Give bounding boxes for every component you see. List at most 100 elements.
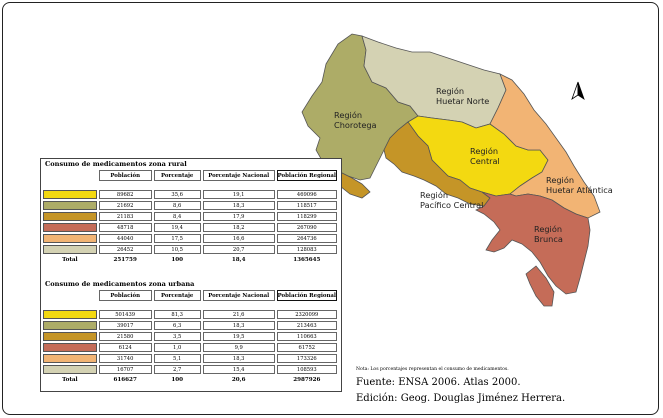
rural-col-porcentaje: Porcentaje: [153, 170, 201, 181]
rural-total-row: Total 251759 100 18,4 1365645: [43, 256, 337, 263]
rural-row: 21183 8,4 17,9 118299: [43, 212, 337, 221]
rural-cell-regional: 118299: [276, 212, 337, 221]
rural-cell-poblacion: 26452: [98, 245, 152, 254]
urban-cell-poblacion: 39017: [98, 321, 152, 330]
urban-row: 39017 6,3 18,3 213463: [43, 321, 337, 330]
rural-row: 89682 35,6 19,1 469096: [43, 190, 337, 199]
urban-cell-poblacion: 31740: [98, 354, 152, 363]
urban-swatch: [43, 343, 97, 352]
label-brunca: Región Brunca: [534, 224, 563, 244]
rural-cell-nacional: 19,1: [202, 190, 275, 199]
urban-row: 6124 1,0 9,9 61752: [43, 343, 337, 352]
urban-cell-regional: 2320099: [276, 310, 337, 319]
rural-swatch: [43, 245, 97, 254]
rural-cell-regional: 264736: [276, 234, 337, 243]
urban-total-nacional: 20,6: [202, 376, 275, 383]
urban-swatch: [43, 354, 97, 363]
rural-col-poblacion: Población: [98, 170, 152, 181]
urban-col-porcentaje: Porcentaje: [153, 290, 201, 301]
rural-cell-poblacion: 21183: [98, 212, 152, 221]
rural-cell-nacional: 17,9: [202, 212, 275, 221]
urban-cell-nacional: 9,9: [202, 343, 275, 352]
label-huetar-norte: Región Huetar Norte: [436, 86, 489, 106]
rural-cell-nacional: 18,2: [202, 223, 275, 232]
rural-cell-porcentaje: 17,5: [153, 234, 201, 243]
urban-total-label: Total: [43, 376, 97, 383]
urban-total-regional: 2987926: [276, 376, 337, 383]
rural-col-nacional: Porcentaje Nacional: [202, 170, 275, 181]
urban-cell-poblacion: 501439: [98, 310, 152, 319]
rural-cell-porcentaje: 8,6: [153, 201, 201, 210]
rural-row: 26452 10,5 20,7 128083: [43, 245, 337, 254]
region-pacifico-central: [383, 121, 491, 207]
rural-cell-nacional: 20,7: [202, 245, 275, 254]
urban-col-regional: Población Regional: [276, 290, 337, 301]
rural-cell-regional: 118517: [276, 201, 337, 210]
rural-cell-regional: 469096: [276, 190, 337, 199]
urban-cell-nacional: 21,6: [202, 310, 275, 319]
urban-row: 501439 81,3 21,6 2320099: [43, 310, 337, 319]
urban-cell-porcentaje: 5,1: [153, 354, 201, 363]
rural-swatch: [43, 212, 97, 221]
urban-cell-regional: 173326: [276, 354, 337, 363]
urban-cell-regional: 61752: [276, 343, 337, 352]
rural-cell-porcentaje: 19,4: [153, 223, 201, 232]
urban-cell-porcentaje: 2,7: [153, 365, 201, 374]
rural-total-porcentaje: 100: [153, 256, 201, 263]
urban-total-row: Total 616627 100 20,6 2987926: [43, 376, 337, 383]
urban-row: 16707 2,7 15,4 108593: [43, 365, 337, 374]
edition-text: Edición: Geog. Douglas Jiménez Herrera.: [356, 393, 566, 404]
rural-cell-porcentaje: 8,4: [153, 212, 201, 221]
rural-cell-porcentaje: 10,5: [153, 245, 201, 254]
rural-col-regional: Población Regional: [276, 170, 337, 181]
rural-swatch: [43, 201, 97, 210]
urban-cell-porcentaje: 3,5: [153, 332, 201, 341]
urban-header-row: Población Porcentaje Porcentaje Nacional…: [43, 290, 337, 301]
urban-cell-porcentaje: 1,0: [153, 343, 201, 352]
rural-cell-nacional: 16,6: [202, 234, 275, 243]
label-huetar-atlantica: Región Huetar Atlántica: [546, 175, 613, 195]
region-brunca: [475, 191, 591, 295]
urban-row: 21580 3,5 19,5 110663: [43, 332, 337, 341]
urban-swatch: [43, 365, 97, 374]
rural-table-title: Consumo de medicamentos zona rural: [45, 160, 187, 168]
label-chorotega: Región Chorotega: [334, 110, 377, 130]
urban-cell-nacional: 19,5: [202, 332, 275, 341]
urban-cell-nacional: 18,3: [202, 354, 275, 363]
rural-cell-porcentaje: 35,6: [153, 190, 201, 199]
urban-swatch: [43, 321, 97, 330]
urban-col-nacional: Porcentaje Nacional: [202, 290, 275, 301]
rural-swatch: [43, 223, 97, 232]
north-arrow-icon: [571, 81, 585, 100]
urban-cell-porcentaje: 81,3: [153, 310, 201, 319]
rural-cell-regional: 267090: [276, 223, 337, 232]
note-text: Nota: Los porcentajes representan el con…: [356, 367, 509, 372]
urban-cell-poblacion: 21580: [98, 332, 152, 341]
urban-cell-regional: 213463: [276, 321, 337, 330]
source-text: Fuente: ENSA 2006. Atlas 2000.: [356, 377, 521, 388]
rural-total-nacional: 18,4: [202, 256, 275, 263]
region-brunca-peninsula: [525, 265, 555, 307]
rural-swatch: [43, 234, 97, 243]
urban-total-poblacion: 616627: [98, 376, 152, 383]
rural-cell-poblacion: 21692: [98, 201, 152, 210]
urban-total-porcentaje: 100: [153, 376, 201, 383]
urban-cell-regional: 108593: [276, 365, 337, 374]
rural-cell-poblacion: 44040: [98, 234, 152, 243]
urban-cell-poblacion: 16707: [98, 365, 152, 374]
urban-cell-nacional: 15,4: [202, 365, 275, 374]
urban-table-title: Consumo de medicamentos zona urbana: [45, 280, 195, 288]
rural-cell-poblacion: 89682: [98, 190, 152, 199]
rural-cell-poblacion: 48718: [98, 223, 152, 232]
rural-row: 44040 17,5 16,6 264736: [43, 234, 337, 243]
label-central: Región Central: [470, 146, 500, 166]
label-pacifico-central: Región Pacífico Central: [420, 190, 483, 210]
rural-row: 48718 19,4 18,2 267090: [43, 223, 337, 232]
urban-swatch: [43, 310, 97, 319]
urban-cell-nacional: 18,3: [202, 321, 275, 330]
rural-total-label: Total: [43, 256, 97, 263]
rural-row: 21692 8,6 18,3 118517: [43, 201, 337, 210]
rural-table: Población Porcentaje Porcentaje Nacional…: [41, 168, 339, 265]
rural-total-regional: 1365645: [276, 256, 337, 263]
